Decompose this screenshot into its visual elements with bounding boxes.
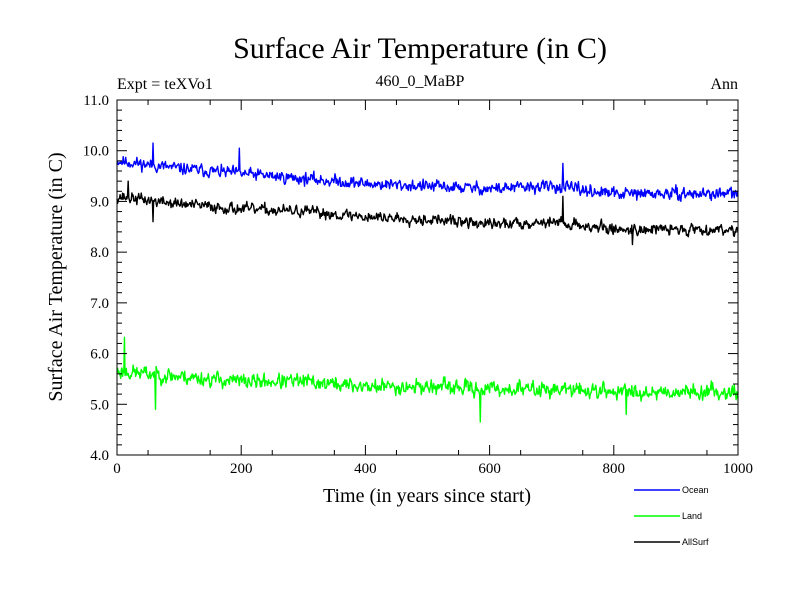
axes-layer: 0 200 400 600 800 1000 4.0 5.0 6.0 7.0 8.0 9.0 10.0 1…: [83, 93, 753, 477]
series-layer: [116, 142, 739, 423]
legend-label-ocean: Ocean: [682, 485, 709, 495]
x-axis-label: Time (in years since start): [323, 485, 531, 507]
y-tick-label: 8.0: [90, 245, 109, 261]
series-line-ocean: [116, 142, 739, 202]
x-tick-label: 600: [478, 461, 501, 477]
series-line-allsurf: [116, 180, 739, 246]
y-tick-label: 11.0: [83, 93, 109, 109]
y-tick-label: 7.0: [90, 296, 109, 312]
subtitle-right: Ann: [710, 76, 738, 93]
y-axis-label: Surface Air Temperature (in C): [45, 152, 67, 401]
legend-label-allsurf: AllSurf: [682, 537, 709, 547]
y-tick-label: 4.0: [90, 448, 109, 464]
chart-title: Surface Air Temperature (in C): [233, 32, 607, 65]
x-tick-label: 1000: [723, 461, 753, 477]
y-tick-label: 5.0: [90, 397, 109, 413]
x-tick-label: 800: [603, 461, 626, 477]
legend-label-land: Land: [682, 511, 702, 521]
series-line-land: [116, 336, 739, 423]
y-tick-label: 9.0: [90, 194, 109, 210]
x-tick-label: 200: [230, 461, 253, 477]
plot-frame: [116, 99, 739, 456]
legend: Ocean Land AllSurf: [634, 485, 709, 547]
x-tick-label: 0: [113, 461, 121, 477]
x-tick-label: 400: [354, 461, 377, 477]
y-tick-label: 6.0: [90, 347, 109, 363]
y-tick-label: 10.0: [83, 144, 109, 160]
subtitle-center: 460_0_MaBP: [376, 73, 465, 90]
subtitle-left: Expt = teXVo1: [117, 76, 213, 93]
